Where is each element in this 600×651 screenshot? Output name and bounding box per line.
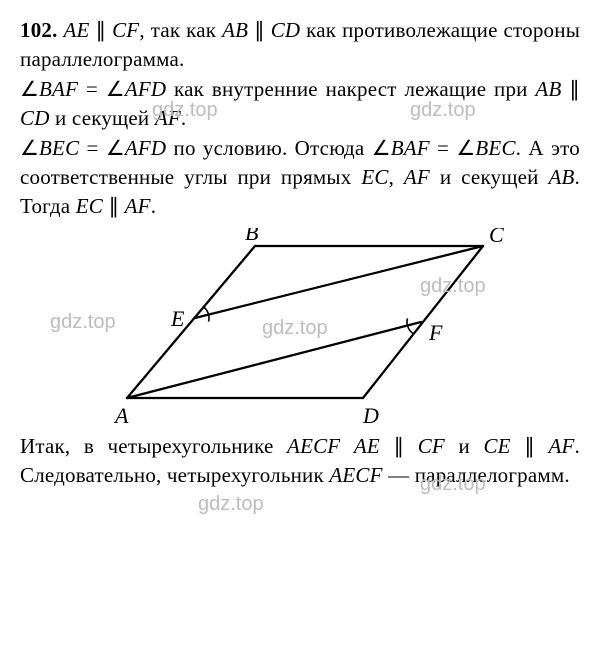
t: ∥ (380, 434, 418, 458)
t: BEC (475, 136, 515, 160)
t: ∠ (372, 136, 391, 160)
t: CF (112, 18, 139, 42)
t: = (79, 136, 106, 160)
solution-text: 102. AE ∥ CF, так как AB ∥ CD как против… (20, 16, 580, 75)
svg-text:A: A (113, 403, 129, 428)
t: BEC (39, 136, 79, 160)
t: Итак, в четырехугольнике (20, 434, 287, 458)
t: = (78, 77, 106, 101)
svg-text:F: F (428, 320, 443, 345)
solution-text-2: ∠BAF = ∠AFD как внутренние накрест лежащ… (20, 75, 580, 134)
svg-text:D: D (362, 403, 379, 428)
t: ∥ (248, 18, 271, 42)
t: CD (20, 106, 50, 130)
t: , так как (139, 18, 222, 42)
t: . (151, 194, 156, 218)
t: AFD (125, 136, 166, 160)
svg-text:B: B (245, 228, 258, 245)
t: ∠ (106, 136, 125, 160)
t: ∠ (456, 136, 475, 160)
t: = (430, 136, 457, 160)
t: AF (404, 165, 430, 189)
svg-text:C: C (489, 228, 504, 247)
t: AECF (287, 434, 340, 458)
t: ∥ (90, 18, 113, 42)
t: и (445, 434, 484, 458)
watermark: gdz.top (198, 490, 264, 518)
t: ∠ (20, 77, 39, 101)
t: AE (354, 434, 380, 458)
t: ∥ (511, 434, 549, 458)
svg-text:E: E (170, 306, 185, 331)
t: и секущей (430, 165, 549, 189)
t: AF (125, 194, 151, 218)
t: AECF (329, 463, 382, 487)
t: — параллелограмм. (383, 463, 570, 487)
parallelogram-figure: A B C D E F (85, 228, 515, 428)
t: AE (63, 18, 89, 42)
t (340, 434, 354, 458)
problem-number: 102. (20, 18, 58, 42)
t: AFD (125, 77, 166, 101)
t: BAF (39, 77, 78, 101)
t: и секущей (50, 106, 155, 130)
t: CE (483, 434, 510, 458)
solution-text-3: ∠BEC = ∠AFD по условию. Отсюда ∠BAF = ∠B… (20, 134, 580, 222)
t: EC (361, 165, 388, 189)
t: по условию. Отсюда (166, 136, 371, 160)
solution-text-4: Итак, в четырехугольнике AECF AE ∥ CF и … (20, 432, 580, 491)
t: EC (76, 194, 103, 218)
t: AB (535, 77, 561, 101)
t: как внутренние накрест лежащие при (166, 77, 535, 101)
t: ∠ (106, 77, 125, 101)
figure-container: A B C D E F (20, 228, 580, 428)
t: AB (548, 165, 574, 189)
t: . (181, 106, 186, 130)
t: AB (222, 18, 248, 42)
t: AF (155, 106, 181, 130)
t: ∥ (103, 194, 125, 218)
t: ∠ (20, 136, 39, 160)
t: BAF (391, 136, 430, 160)
t: AF (548, 434, 574, 458)
t: CF (418, 434, 445, 458)
t: CD (271, 18, 301, 42)
t: , (389, 165, 404, 189)
t: ∥ (561, 77, 580, 101)
